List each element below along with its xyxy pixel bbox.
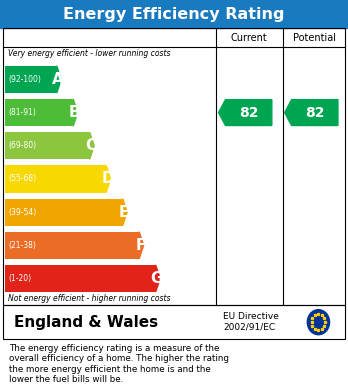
Text: (39-54): (39-54) (9, 208, 37, 217)
Polygon shape (57, 66, 61, 93)
Text: 82: 82 (305, 106, 325, 120)
Text: C: C (86, 138, 97, 153)
Polygon shape (139, 232, 144, 259)
Bar (3, 28, 345, 305)
Bar (5, 99, 73, 126)
Text: E: E (119, 204, 129, 220)
Bar (0, 0, 348, 28)
Text: EU Directive
2002/91/EC: EU Directive 2002/91/EC (223, 312, 279, 332)
Bar (5, 199, 122, 226)
Text: (81-91): (81-91) (9, 108, 37, 117)
Circle shape (307, 310, 330, 335)
Text: B: B (69, 105, 80, 120)
Text: 82: 82 (239, 106, 259, 120)
Polygon shape (122, 199, 127, 226)
Text: Not energy efficient - higher running costs: Not energy efficient - higher running co… (8, 294, 171, 303)
Bar (5, 132, 90, 160)
Text: (55-68): (55-68) (9, 174, 37, 183)
Polygon shape (156, 265, 160, 292)
Text: Current: Current (230, 32, 267, 43)
Polygon shape (219, 100, 272, 126)
Polygon shape (285, 100, 338, 126)
Text: A: A (52, 72, 64, 87)
Text: G: G (151, 271, 163, 286)
Bar (5, 66, 57, 93)
Text: (92-100): (92-100) (9, 75, 41, 84)
Text: (69-80): (69-80) (9, 141, 37, 150)
Bar (3, 305, 345, 339)
Text: (1-20): (1-20) (9, 274, 32, 283)
Text: F: F (135, 238, 146, 253)
Polygon shape (73, 99, 78, 126)
Text: England & Wales: England & Wales (14, 315, 158, 330)
Text: Potential: Potential (293, 32, 336, 43)
Text: Very energy efficient - lower running costs: Very energy efficient - lower running co… (8, 49, 171, 58)
Bar (5, 165, 106, 192)
Bar (5, 232, 139, 259)
Polygon shape (90, 132, 94, 160)
Text: (21-38): (21-38) (9, 241, 37, 250)
Polygon shape (106, 165, 111, 192)
Text: The energy efficiency rating is a measure of the
overall efficiency of a home. T: The energy efficiency rating is a measur… (9, 344, 229, 384)
Text: Energy Efficiency Rating: Energy Efficiency Rating (63, 7, 285, 22)
Text: D: D (101, 171, 114, 187)
Bar (5, 265, 156, 292)
